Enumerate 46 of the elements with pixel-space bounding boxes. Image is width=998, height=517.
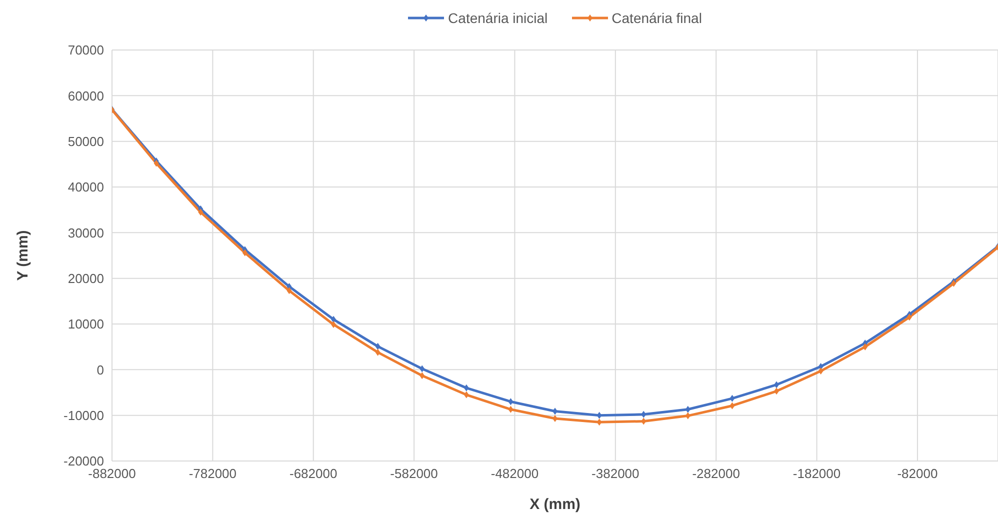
legend-label: Catenária inicial (448, 10, 548, 26)
x-tick-label: -582000 (390, 466, 438, 482)
point (685, 412, 690, 420)
x-tick-label: -882000 (88, 466, 136, 482)
point (242, 249, 248, 256)
point (508, 406, 514, 413)
y-axis-title: Y (mm) (14, 230, 32, 281)
point (596, 412, 602, 419)
point (375, 342, 380, 350)
y-tick-label: 50000 (68, 134, 104, 149)
point (286, 287, 292, 294)
point (596, 418, 602, 426)
y-tick-label: 10000 (68, 316, 104, 332)
point (685, 406, 690, 413)
x-tick-label: -482000 (490, 466, 539, 482)
point (420, 372, 425, 380)
point (906, 314, 912, 321)
point (154, 160, 159, 167)
point (508, 398, 514, 406)
x-axis-title: X (mm) (530, 496, 580, 513)
y-tick-label: 30000 (68, 225, 104, 240)
point (464, 384, 469, 392)
y-tick-label: 60000 (68, 88, 104, 104)
point (862, 343, 868, 350)
y-tick-label: 40000 (68, 180, 104, 195)
y-tick-label: 70000 (68, 42, 104, 58)
x-tick-label: -782000 (188, 466, 237, 482)
point (375, 348, 380, 356)
point (641, 418, 646, 425)
x-tick-label: -182000 (792, 466, 841, 482)
point (464, 391, 469, 398)
x-tick-label: -282000 (692, 466, 740, 482)
y-tick-label: -20000 (64, 454, 104, 469)
point (420, 365, 425, 372)
x-tick-label: -82000 (897, 466, 938, 482)
point (730, 394, 735, 402)
x-tick-label: -382000 (592, 466, 640, 482)
point (818, 368, 824, 375)
y-tick-label: 0 (96, 362, 104, 378)
point (641, 410, 646, 418)
legend-label: Catenária final (612, 10, 702, 26)
y-tick-label: 20000 (68, 270, 104, 286)
x-tick-label: -682000 (290, 466, 338, 482)
y-tick-label: -10000 (64, 408, 104, 423)
point (730, 402, 735, 410)
point (198, 208, 204, 216)
